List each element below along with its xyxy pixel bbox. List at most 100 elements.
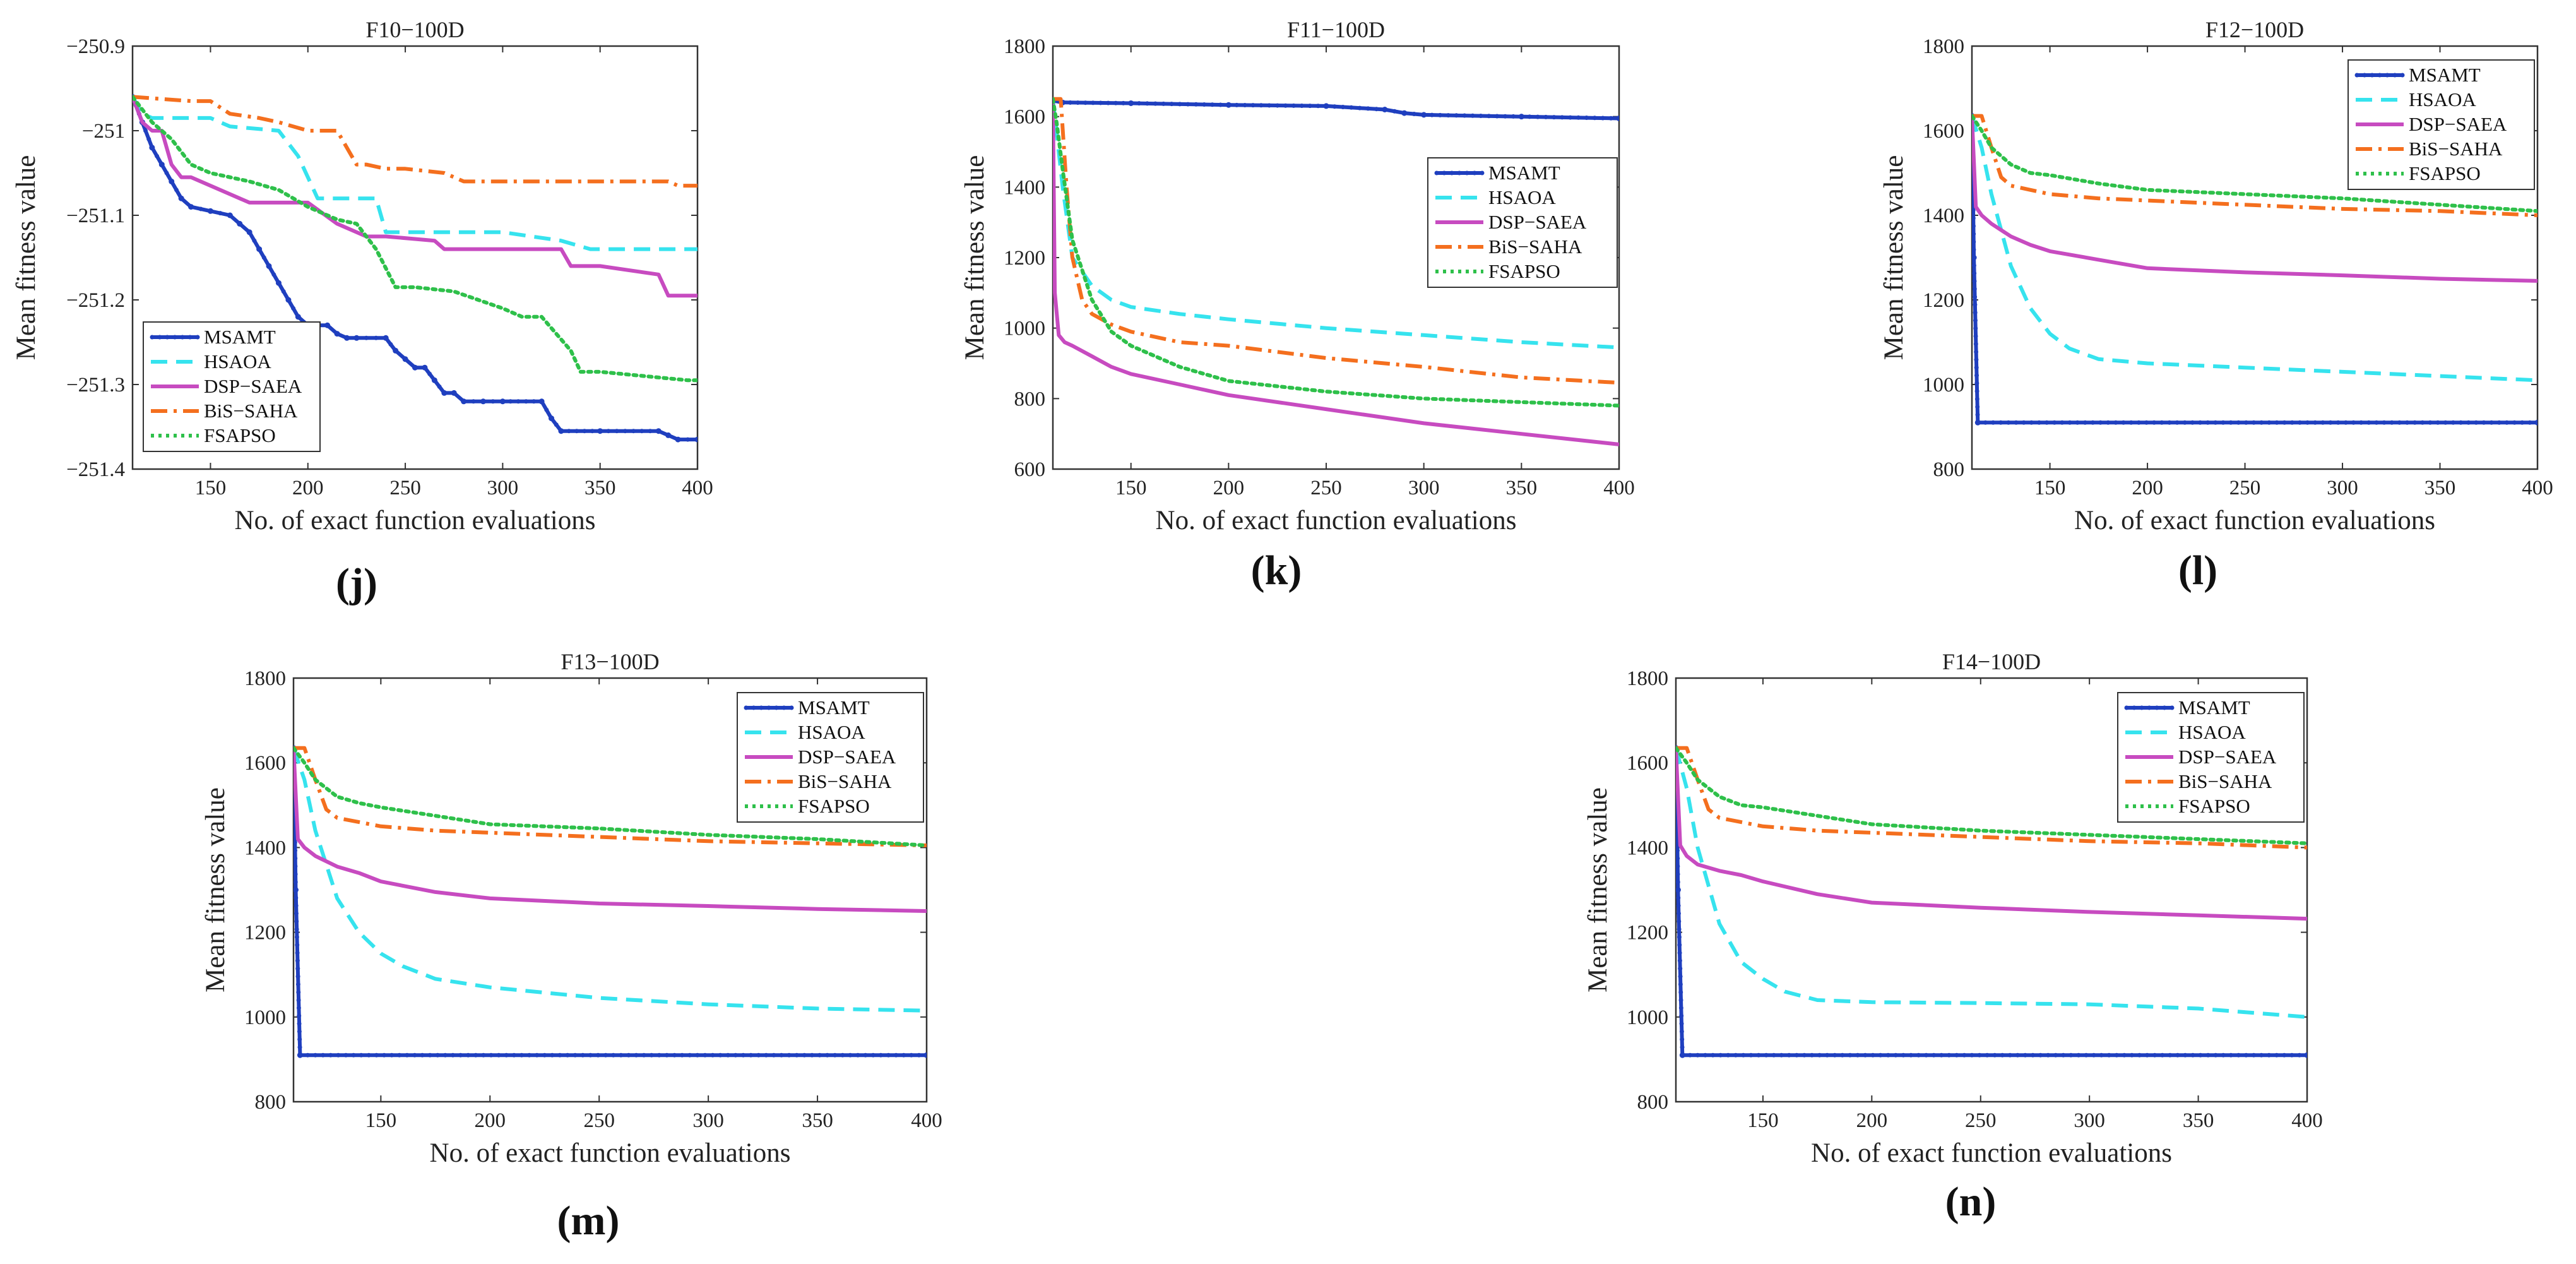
series-marker-msamt	[294, 927, 299, 932]
series-marker-msamt	[1863, 1052, 1868, 1058]
series-marker-msamt	[1527, 114, 1532, 119]
series-marker-msamt	[294, 856, 298, 861]
series-marker-msamt	[611, 1052, 616, 1058]
series-marker-msamt	[294, 903, 299, 908]
series-marker-msamt	[1679, 1021, 1684, 1026]
legend-label: MSAMT	[204, 326, 276, 348]
series-marker-msamt	[451, 390, 457, 396]
series-line-bis-saha	[133, 95, 697, 188]
series-marker-msamt	[504, 1052, 509, 1058]
series-marker-msamt	[2443, 420, 2448, 425]
series-marker-msamt	[1332, 104, 1337, 109]
series-line-fsapso	[133, 95, 697, 383]
series-marker-msamt	[1153, 101, 1158, 106]
series-marker-msamt	[146, 136, 151, 141]
chart-title: F13−100D	[561, 649, 659, 674]
series-marker-msamt	[2082, 420, 2087, 425]
series-marker-msamt	[295, 943, 300, 948]
series-marker-msamt	[2405, 420, 2410, 425]
series-marker-msamt	[2228, 1052, 2233, 1058]
legend-marker	[2377, 73, 2382, 78]
series-marker-msamt	[1679, 1013, 1684, 1018]
series-marker-msamt	[481, 1052, 486, 1058]
series-marker-msamt	[1991, 420, 1996, 425]
x-tick-label: 150	[195, 477, 227, 499]
series-marker-msamt	[2091, 1052, 2096, 1058]
series-marker-msamt	[1810, 1052, 1815, 1058]
series-marker-msamt	[631, 429, 636, 434]
chart-title: F14−100D	[1942, 649, 2041, 674]
series-marker-msamt	[1974, 396, 1979, 402]
series-marker-msamt	[389, 1052, 395, 1058]
series-marker-msamt	[471, 399, 476, 404]
y-tick-label: 800	[1014, 388, 1046, 410]
series-marker-msamt	[2052, 420, 2057, 425]
series-marker-msamt	[1983, 420, 1988, 425]
series-marker-msamt	[1908, 1052, 1913, 1058]
x-tick-label: 400	[911, 1109, 942, 1132]
series-marker-msamt	[294, 919, 299, 924]
series-marker-msamt	[2046, 1052, 2051, 1058]
series-marker-msamt	[1974, 381, 1979, 386]
series-marker-msamt	[1676, 879, 1680, 885]
chart-title: F10−100D	[365, 17, 464, 42]
series-marker-msamt	[291, 306, 296, 311]
series-marker-msamt	[725, 1052, 730, 1058]
series-marker-msamt	[2236, 1052, 2241, 1058]
series-marker-msamt	[1113, 100, 1119, 105]
y-tick-label: 1000	[1923, 374, 1964, 396]
series-marker-msamt	[648, 429, 653, 434]
legend-marker	[1464, 170, 1469, 176]
series-marker-msamt	[2007, 1052, 2012, 1058]
series-marker-msamt	[275, 280, 282, 286]
legend-label: BiS−SAHA	[2178, 770, 2272, 792]
series-marker-msamt	[1392, 109, 1397, 114]
series-marker-msamt	[1676, 872, 1680, 877]
series-marker-msamt	[703, 1052, 708, 1058]
series-marker-msamt	[1972, 271, 1977, 276]
series-marker-msamt	[1677, 950, 1682, 955]
legend-marker	[1480, 170, 1485, 176]
series-marker-msamt	[1832, 1052, 1837, 1058]
series-marker-msamt	[1487, 114, 1492, 119]
series-marker-msamt	[2106, 420, 2111, 425]
legend-marker	[759, 705, 764, 710]
series-marker-msamt	[718, 1052, 723, 1058]
series-marker-msamt	[1210, 102, 1215, 107]
series-marker-msamt	[294, 911, 299, 916]
series-marker-msamt	[2221, 1052, 2226, 1058]
legend-label: HSAOA	[798, 721, 865, 743]
series-marker-msamt	[597, 428, 603, 434]
series-marker-msamt	[2014, 420, 2019, 425]
series-marker-msamt	[917, 1052, 922, 1058]
legend-label: FSAPSO	[1488, 260, 1560, 282]
series-marker-msamt	[1794, 1052, 1799, 1058]
series-marker-msamt	[294, 848, 297, 853]
series-marker-msamt	[480, 398, 487, 405]
series-marker-msamt	[1972, 263, 1976, 268]
legend-marker	[2400, 73, 2405, 78]
series-marker-msamt	[1764, 1052, 1769, 1058]
series-marker-msamt	[1733, 1052, 1738, 1058]
series-marker-msamt	[1972, 239, 1976, 244]
y-tick-label: 1600	[1004, 106, 1045, 129]
x-tick-label: 400	[2522, 477, 2553, 499]
x-tick-label: 250	[583, 1109, 615, 1132]
series-marker-msamt	[655, 428, 662, 434]
series-group	[1972, 113, 2537, 426]
series-marker-msamt	[351, 1052, 356, 1058]
series-marker-msamt	[343, 1052, 348, 1058]
x-tick-label: 400	[2291, 1109, 2323, 1132]
series-marker-msamt	[1462, 113, 1467, 118]
series-marker-msamt	[2450, 420, 2455, 425]
y-tick-label: 1800	[1627, 667, 1668, 690]
series-marker-msamt	[2243, 1052, 2248, 1058]
series-marker-msamt	[2076, 1052, 2081, 1058]
series-marker-msamt	[2374, 420, 2379, 425]
series-marker-msamt	[2213, 420, 2218, 425]
series-marker-msamt	[295, 982, 300, 987]
legend-marker	[2124, 705, 2129, 710]
series-marker-msamt	[295, 950, 300, 955]
series-marker-msamt	[1825, 1052, 1830, 1058]
